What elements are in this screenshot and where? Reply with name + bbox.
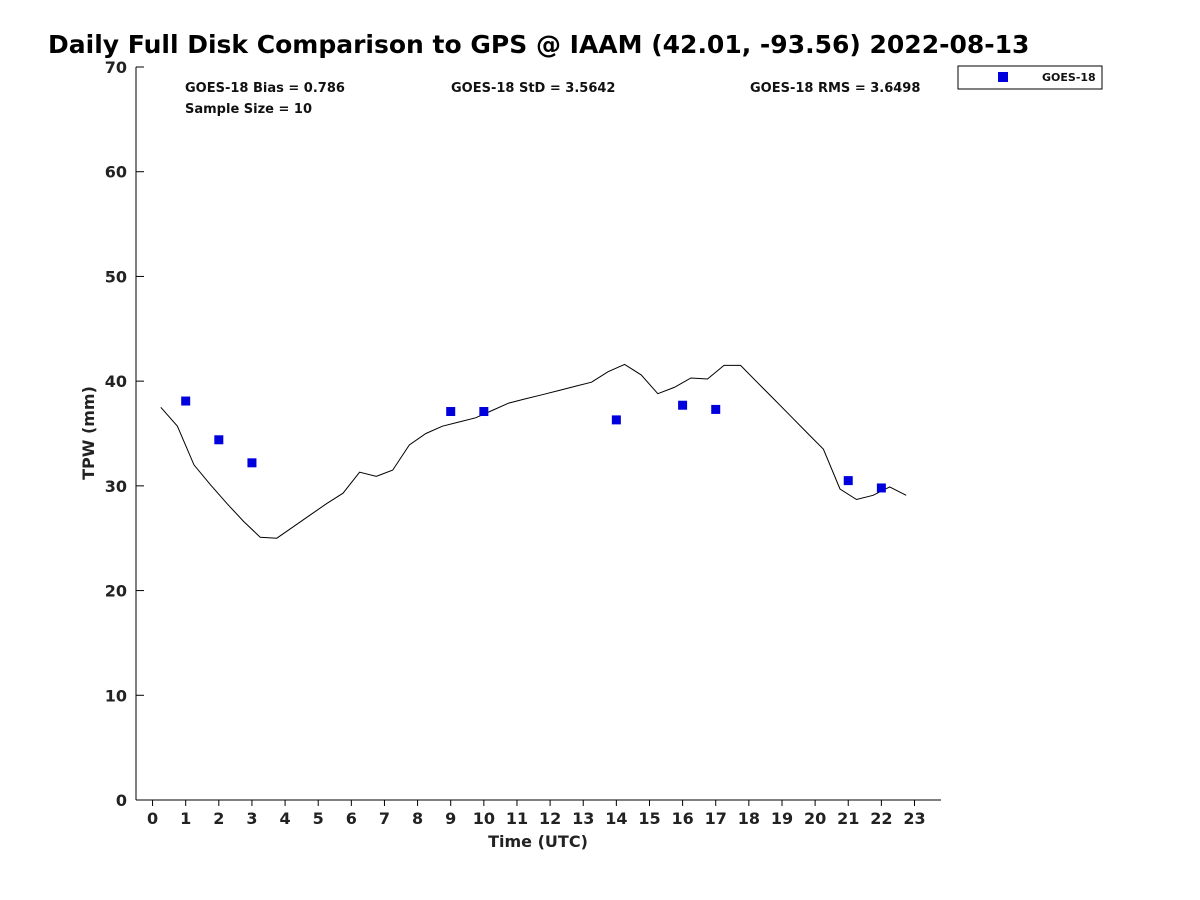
x-tick-label: 14 [605,809,627,828]
y-tick-label: 60 [105,163,127,182]
y-tick-label: 10 [105,686,127,705]
x-tick-label: 16 [671,809,693,828]
goes18-point [678,400,688,410]
stat-rms: GOES-18 RMS = 3.6498 [750,81,920,96]
stat-sample-size: Sample Size = 10 [185,102,312,117]
y-tick-label: 70 [105,58,127,77]
goes18-point [247,458,257,468]
goes18-point [611,415,621,425]
legend-label-goes18: GOES-18 [1042,71,1096,84]
goes18-point [711,404,721,414]
x-tick-label: 20 [804,809,826,828]
goes18-series-points [181,396,886,493]
x-tick-label: 17 [705,809,727,828]
goes18-point [876,483,886,493]
gps-line [160,363,907,539]
x-tick-label: 4 [280,809,291,828]
legend-box [957,65,1103,90]
x-tick-label: 1 [180,809,191,828]
chart-title: Daily Full Disk Comparison to GPS @ IAAM… [48,30,1030,59]
goes18-point [214,435,224,445]
gps-series-line [160,363,907,539]
x-tick-label: 11 [506,809,528,828]
stats-group: GOES-18 Bias = 0.786 GOES-18 StD = 3.564… [185,81,920,117]
y-tick-label: 50 [105,267,127,286]
x-tick-label: 15 [638,809,660,828]
x-tick-label: 3 [246,809,257,828]
y-tick-label: 30 [105,477,127,496]
x-tick-label: 21 [837,809,859,828]
x-tick-label: 10 [473,809,495,828]
goes18-point [181,396,191,406]
goes18-point [479,407,489,417]
legend: GOES-18 [957,65,1103,90]
axes [135,67,941,801]
x-tick-label: 12 [539,809,561,828]
x-tick-label: 9 [445,809,456,828]
y-tick-label: 40 [105,372,127,391]
x-axis-title: Time (UTC) [488,832,588,851]
y-tick-label: 0 [116,791,127,810]
x-tick-label: 18 [738,809,760,828]
goes18-point [843,476,853,486]
x-tick-label: 7 [379,809,390,828]
x-tick-label: 23 [903,809,925,828]
x-tick-label: 22 [870,809,892,828]
stat-bias: GOES-18 Bias = 0.786 [185,81,345,96]
x-tick-label: 0 [147,809,158,828]
stat-std: GOES-18 StD = 3.5642 [451,81,615,96]
tick-group: 0 1 2 3 4 5 6 7 8 9 10 11 12 13 14 15 16 17 18 19 20 21 22 2301… [105,58,926,828]
goes18-point [446,407,456,417]
x-tick-label: 13 [572,809,594,828]
x-tick-label: 19 [771,809,793,828]
x-tick-label: 5 [313,809,324,828]
x-tick-label: 6 [346,809,357,828]
x-tick-label: 8 [412,809,423,828]
y-axis-title: TPW (mm) [79,386,98,480]
x-tick-label: 2 [213,809,224,828]
y-tick-label: 20 [105,582,127,601]
legend-swatch-goes18 [998,72,1008,82]
